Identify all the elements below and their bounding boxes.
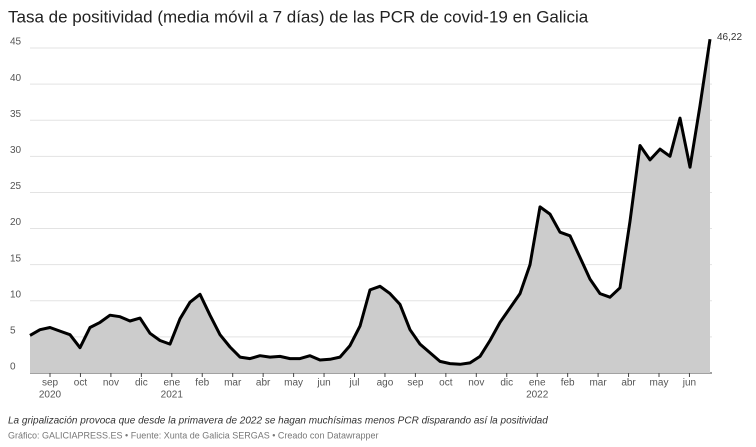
y-tick-label: 0	[10, 362, 16, 373]
x-tick-label: sep	[407, 378, 424, 389]
chart-title: Tasa de positividad (media móvil a 7 día…	[8, 7, 589, 26]
x-tick-label: mar	[589, 378, 607, 389]
y-tick-label: 10	[10, 289, 22, 300]
y-tick-label: 20	[10, 217, 22, 228]
x-year-label: 2021	[161, 390, 184, 401]
x-tick-label: ene	[529, 378, 546, 389]
x-tick-label: dic	[135, 378, 148, 389]
x-tick-label: oct	[439, 378, 453, 389]
x-year-label: 2020	[39, 390, 62, 401]
value-label: 46,22	[717, 32, 742, 43]
x-tick-label: sep	[42, 378, 59, 389]
x-tick-label: jun	[682, 378, 696, 389]
x-tick-label: ago	[377, 378, 394, 389]
x-tick-label: abr	[621, 378, 636, 389]
x-tick-label: jul	[348, 378, 359, 389]
y-tick-label: 5	[10, 326, 16, 337]
chart-footer: Gráfico: GALICIAPRESS.ES • Fuente: Xunta…	[8, 430, 378, 440]
x-tick-label: mar	[224, 378, 242, 389]
x-tick-label: dic	[500, 378, 513, 389]
y-tick-label: 15	[10, 253, 22, 264]
x-tick-label: may	[650, 378, 669, 389]
x-tick-label: oct	[74, 378, 88, 389]
y-tick-label: 35	[10, 109, 22, 120]
x-tick-label: abr	[256, 378, 271, 389]
x-year-label: 2022	[526, 390, 549, 401]
x-tick-label: may	[284, 378, 303, 389]
y-tick-label: 30	[10, 145, 22, 156]
chart-note: La gripalización provoca que desde la pr…	[8, 416, 548, 427]
x-tick-label: feb	[561, 378, 575, 389]
area	[30, 39, 710, 373]
x-tick-label: jun	[316, 378, 330, 389]
x-tick-label: nov	[103, 378, 119, 389]
x-tick-label: feb	[195, 378, 209, 389]
x-tick-label: ene	[163, 378, 180, 389]
y-tick-label: 25	[10, 181, 22, 192]
y-tick-label: 40	[10, 73, 22, 84]
line	[29, 38, 712, 366]
y-tick-label: 45	[10, 37, 22, 48]
x-tick-label: nov	[468, 378, 484, 389]
